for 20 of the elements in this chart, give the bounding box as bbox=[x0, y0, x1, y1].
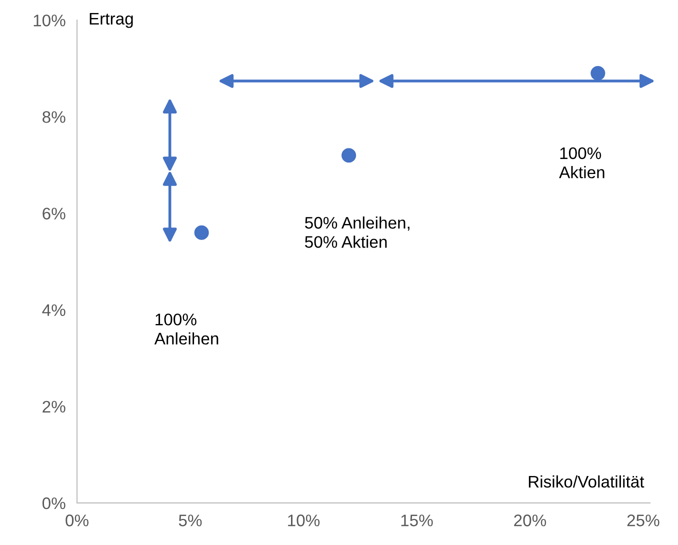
y-tick-label: 8% bbox=[42, 111, 66, 123]
point bbox=[342, 148, 356, 163]
y-tick-label: 10% bbox=[34, 14, 66, 26]
x-tick-label: 15% bbox=[401, 514, 433, 526]
x-tick-label: 0% bbox=[66, 514, 88, 526]
y-tick-label: 4% bbox=[42, 304, 66, 316]
annotation: 50% Anleihen, 50% Aktien bbox=[305, 216, 410, 248]
y-tick-label: 2% bbox=[42, 400, 66, 413]
y-tick-label: 6% bbox=[42, 208, 66, 220]
y-axis-title: Ertrag bbox=[90, 13, 133, 28]
x-axis-title: Risiko/Volatilität bbox=[528, 475, 644, 488]
x-tick-label: 25% bbox=[627, 514, 660, 526]
point bbox=[590, 66, 606, 81]
y-tick-label: 0% bbox=[42, 497, 66, 510]
point bbox=[194, 225, 209, 240]
annotation: 100% Aktien bbox=[559, 147, 604, 178]
x-tick-label: 20% bbox=[514, 514, 546, 526]
annotation: 100% Anleihen bbox=[154, 314, 218, 345]
x-tick-label: 10% bbox=[288, 514, 320, 526]
x-tick-label: 5% bbox=[178, 514, 202, 526]
